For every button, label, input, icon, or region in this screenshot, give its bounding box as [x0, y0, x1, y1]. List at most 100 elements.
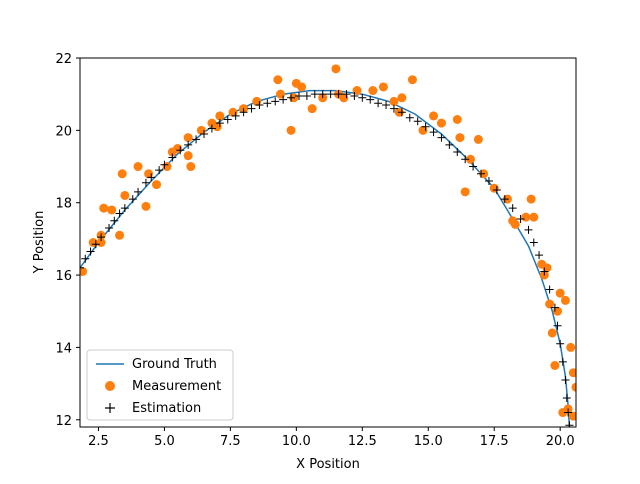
estimation-marker: [562, 394, 571, 403]
estimation-marker: [326, 90, 335, 99]
estimation-marker: [477, 169, 486, 178]
estimation-marker: [80, 263, 84, 272]
estimation-marker: [81, 254, 90, 263]
estimation-marker: [294, 91, 303, 100]
estimation-marker: [141, 178, 150, 187]
estimation-marker: [413, 117, 422, 126]
measurement-point: [568, 411, 576, 421]
estimation-marker: [350, 91, 359, 100]
measurement-point: [297, 82, 307, 92]
estimation-marker: [469, 162, 478, 171]
estimation-marker: [564, 408, 573, 417]
estimation-marker: [302, 91, 311, 100]
y-tick-label: 14: [55, 341, 72, 356]
estimation-marker: [358, 93, 367, 102]
measurement-point: [560, 295, 570, 305]
measurement-point: [555, 288, 565, 298]
estimation-marker: [342, 90, 351, 99]
estimation-marker: [529, 238, 538, 247]
estimation-marker: [279, 95, 288, 104]
estimation-marker: [287, 93, 296, 102]
estimation-marker: [105, 224, 114, 233]
estimation-marker: [405, 113, 414, 122]
measurement-point: [489, 183, 499, 193]
estimation-marker: [215, 119, 224, 128]
estimation-marker: [192, 135, 201, 144]
estimation-marker: [558, 357, 567, 366]
estimation-marker: [374, 99, 383, 108]
legend-ground-truth-label: Ground Truth: [132, 357, 217, 372]
estimation-marker: [318, 90, 327, 99]
measurement-point: [550, 361, 560, 370]
measurement-point: [545, 299, 555, 309]
estimation-marker: [168, 153, 177, 162]
measurement-point: [407, 75, 417, 85]
plot-frame: [79, 57, 577, 428]
measurement-point: [397, 93, 407, 103]
estimation-marker: [115, 209, 124, 218]
estimation-marker: [500, 195, 509, 204]
estimation-marker: [110, 216, 119, 225]
estimation-marker: [184, 140, 193, 149]
measurement-point: [566, 342, 576, 352]
measurement-point: [547, 328, 557, 338]
measurement-point: [568, 368, 576, 378]
measurement-point: [183, 151, 193, 161]
measurement-point: [473, 134, 483, 144]
measurement-point: [526, 194, 536, 204]
measurement-point: [80, 266, 88, 276]
estimation-marker: [160, 160, 169, 169]
measurement-point: [571, 382, 576, 392]
estimation-marker: [255, 101, 264, 110]
estimation-marker: [176, 146, 185, 155]
legend-measurement-swatch: [105, 381, 115, 391]
estimation-marker: [484, 177, 493, 185]
estimation-marker: [155, 166, 164, 175]
legend-estimation-label: Estimation: [132, 401, 201, 416]
y-tick-label: 16: [55, 269, 72, 284]
legend: Ground Truth Measurement Estimation: [86, 349, 234, 421]
measurement-point: [173, 143, 183, 153]
estimation-marker: [91, 240, 100, 249]
measurement-point: [186, 162, 196, 172]
x-tick-label: 17.5: [480, 434, 509, 449]
estimation-marker: [134, 187, 143, 196]
measurement-point: [529, 212, 539, 222]
legend-box: [86, 349, 234, 421]
estimation-marker: [550, 303, 559, 312]
y-tick-label: 12: [55, 414, 72, 429]
estimation-marker: [492, 186, 501, 195]
measurement-point: [368, 86, 378, 96]
measurement-point: [465, 154, 475, 164]
measurement-point: [88, 238, 98, 247]
estimation-marker: [207, 124, 216, 133]
estimation-marker: [524, 225, 533, 234]
x-axis-label: X Position: [296, 457, 360, 472]
x-tick-label: 20.0: [546, 434, 575, 449]
measurement-point: [331, 64, 341, 74]
estimation-marker: [516, 214, 525, 223]
measurement-point: [389, 96, 399, 106]
measurement-point: [215, 111, 225, 121]
measurement-point: [460, 187, 470, 197]
estimation-marker: [231, 111, 240, 120]
measurement-point: [115, 230, 125, 240]
measurement-point: [133, 162, 143, 172]
y-tick-label: 20: [55, 124, 72, 139]
measurement-point: [510, 219, 520, 229]
measurement-point: [286, 125, 296, 135]
measurement-point: [162, 162, 172, 172]
estimation-marker: [429, 128, 438, 137]
measurement-point: [152, 180, 162, 190]
estimation-marker: [437, 133, 446, 142]
estimation-marker: [561, 375, 570, 384]
estimation-marker: [247, 104, 256, 113]
estimation-marker: [271, 97, 280, 106]
legend-measurement-label: Measurement: [132, 379, 221, 394]
x-tick-label: 15.0: [414, 434, 443, 449]
measurement-point: [521, 212, 531, 222]
measurement-point: [183, 133, 193, 143]
x-tick-label: 7.5: [220, 434, 241, 449]
estimation-marker: [421, 122, 430, 131]
